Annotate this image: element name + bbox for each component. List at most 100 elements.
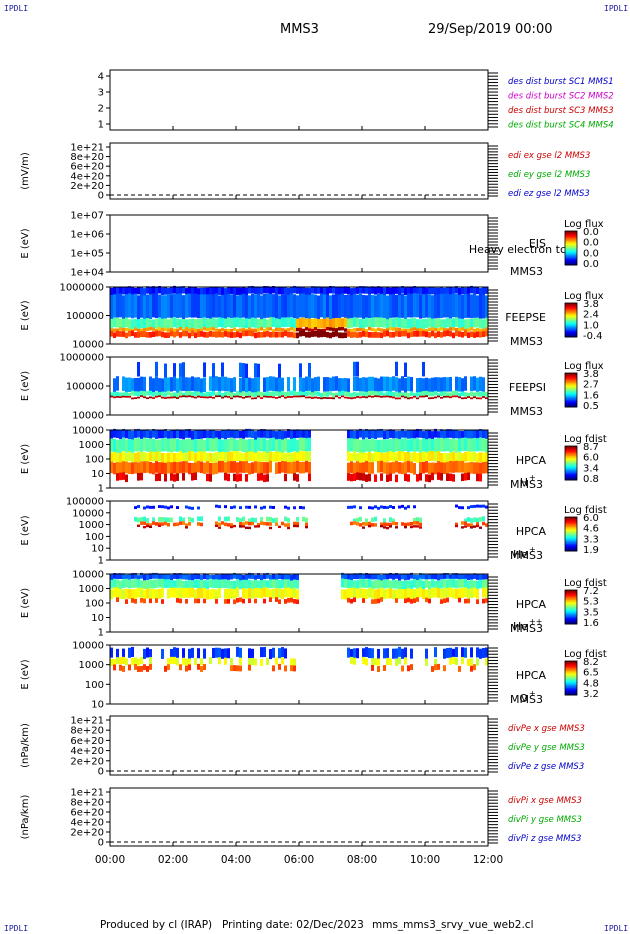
panel-11-ytick-label: 4e+20 bbox=[70, 818, 104, 829]
panel-7-right-ticks bbox=[488, 503, 498, 558]
panel-8-colorbar-value: 3.5 bbox=[583, 607, 599, 618]
panel-6-colorbar-value: 3.4 bbox=[583, 463, 599, 474]
panel-3-ytick-label: 1e+06 bbox=[70, 230, 104, 241]
panel-5-ytick-label: 1000000 bbox=[59, 353, 104, 364]
panel-9-frame bbox=[109, 644, 489, 705]
panel-11-ytick-label: 2e+20 bbox=[70, 828, 104, 839]
panel-8-colorbar bbox=[564, 589, 578, 625]
mission-title: MMS3 bbox=[280, 22, 319, 37]
panel-3-colorbar bbox=[564, 230, 578, 266]
panel-4-spacecraft: MMS3 bbox=[510, 335, 543, 348]
panel-5-spacecraft: MMS3 bbox=[510, 405, 543, 418]
panel-3-instrument: EIS bbox=[529, 237, 546, 250]
footer-printing-date: Printing date: 02/Dec/2023 bbox=[222, 919, 364, 931]
panel-10-legend-1: divPe x gse MMS3 bbox=[508, 724, 585, 734]
panel-2-ytick-label: 1e+21 bbox=[70, 143, 104, 154]
panel-4-colorbar-value: 3.8 bbox=[583, 299, 599, 310]
panel-2-right-ticks bbox=[488, 145, 498, 197]
panel-7-species: He bbox=[513, 548, 528, 561]
logo-bottom-right: IPDLI bbox=[604, 924, 629, 933]
panel-3-colorbar-value: 0.0 bbox=[583, 259, 599, 270]
panel-7-colorbar bbox=[564, 516, 578, 552]
panel-9-spacecraft: MMS3 bbox=[510, 693, 543, 706]
panel-5-ytick-label: 10000 bbox=[72, 411, 104, 422]
logo-top-left: IPDLI bbox=[4, 4, 29, 13]
x-tick-label: 02:00 bbox=[158, 854, 188, 866]
panel-7-spectrogram bbox=[134, 504, 488, 530]
panel-5-colorbar-value: 0.5 bbox=[583, 401, 599, 412]
panel-9-ytick-label: 1000 bbox=[79, 660, 104, 671]
panel-6-spectrogram bbox=[110, 428, 488, 483]
panel-5-colorbar-value: 2.7 bbox=[583, 380, 599, 391]
panel-9-spectrogram bbox=[110, 646, 488, 673]
panel-6-colorbar-title: Log fdist bbox=[564, 434, 607, 445]
panel-4-ylabel: E (eV) bbox=[20, 300, 31, 330]
panel-6-ylabel: E (eV) bbox=[20, 444, 31, 474]
panel-10-ytick-label: 6e+20 bbox=[70, 736, 104, 747]
panel-8-right-ticks bbox=[488, 576, 498, 630]
panel-7-ytick-label: 10000 bbox=[72, 508, 104, 519]
panel-8-species-charge: ++ bbox=[529, 617, 542, 626]
panel-9-species: O bbox=[519, 692, 528, 705]
panel-9-colorbar-value: 4.8 bbox=[583, 678, 599, 689]
panel-8-species: He bbox=[513, 620, 528, 633]
panel-8-colorbar-value: 7.2 bbox=[583, 586, 599, 597]
panel-5-colorbar-title: Log flux bbox=[564, 361, 604, 372]
panel-9-ytick-label: 10000 bbox=[72, 641, 104, 652]
panel-8-colorbar-value: 1.6 bbox=[583, 618, 599, 629]
panel-11-ytick-label: 6e+20 bbox=[70, 808, 104, 819]
x-tick-label: 04:00 bbox=[221, 854, 251, 866]
panel-2-ytick-label: 4e+20 bbox=[70, 171, 104, 182]
date-title: 29/Sep/2019 00:00 bbox=[428, 22, 553, 37]
panel-10-ytick-label: 2e+20 bbox=[70, 756, 104, 767]
panel-9-colorbar-title: Log fdist bbox=[564, 649, 607, 660]
x-tick-label: 00:00 bbox=[95, 854, 125, 866]
panel-10-legend-3: divPe z gse MMS3 bbox=[508, 762, 584, 772]
panel-4-ytick-label: 10000 bbox=[72, 340, 104, 351]
panel-3-ytick-label: 1e+07 bbox=[70, 211, 104, 222]
panel-5-colorbar-value: 3.8 bbox=[583, 369, 599, 380]
panel-5-instrument: FEEPSI bbox=[509, 381, 546, 394]
panel-10-right-ticks bbox=[488, 718, 498, 773]
panel-4-right-ticks bbox=[488, 289, 498, 342]
panel-11-ylabel: (nPa/km) bbox=[20, 795, 31, 840]
panel-7-ytick-label: 1000 bbox=[79, 520, 104, 531]
panel-7-spacecraft: MMS3 bbox=[510, 549, 543, 562]
panel-8-ytick-label: 1000 bbox=[79, 584, 104, 595]
panel-7-colorbar-value: 1.9 bbox=[583, 545, 599, 556]
panel-3-ylabel: E (eV) bbox=[20, 228, 31, 258]
panel-2-ytick-label: 2e+20 bbox=[70, 181, 104, 192]
panel-3-instrument-extra: Heavy electron tc bbox=[469, 243, 566, 256]
panel-9-right-ticks bbox=[488, 647, 498, 702]
panel-10-legend-2: divPe y gse MMS3 bbox=[508, 743, 585, 753]
panel-5-colorbar bbox=[564, 372, 578, 408]
panel-7-species-charge: + bbox=[529, 545, 536, 554]
panel-6-ytick-label: 10 bbox=[91, 469, 104, 480]
panel-1-ytick-label: 2 bbox=[98, 104, 104, 115]
panel-6-colorbar-value: 0.8 bbox=[583, 474, 599, 485]
panel-7-colorbar-title: Log fdist bbox=[564, 505, 607, 516]
panel-4-ytick-label: 1000000 bbox=[59, 283, 104, 294]
panel-4-colorbar-title: Log flux bbox=[564, 291, 604, 302]
panel-8-ytick-label: 100 bbox=[85, 599, 104, 610]
panel-11-legend-1: divPi x gse MMS3 bbox=[508, 796, 582, 806]
panel-3-colorbar-title: Log flux bbox=[564, 219, 604, 230]
panel-5-right-ticks bbox=[488, 359, 498, 413]
panel-10-ytick-label: 0 bbox=[98, 767, 104, 778]
panel-5-spectrogram bbox=[110, 361, 488, 400]
panel-7-ytick-label: 100 bbox=[85, 532, 104, 543]
panel-11-ytick-label: 0 bbox=[98, 838, 104, 849]
panel-3-colorbar-value: 0.0 bbox=[583, 238, 599, 249]
panel-1-ytick-label: 1 bbox=[98, 120, 104, 131]
panel-2-ytick-label: 6e+20 bbox=[70, 162, 104, 173]
panel-2-ytick-label: 8e+20 bbox=[70, 152, 104, 163]
panel-5-ylabel: E (eV) bbox=[20, 371, 31, 401]
panel-8-ylabel: E (eV) bbox=[20, 588, 31, 618]
panel-10-ytick-label: 1e+21 bbox=[70, 716, 104, 727]
panel-8-spectrogram bbox=[110, 572, 488, 605]
panel-6-spacecraft: MMS3 bbox=[510, 478, 543, 491]
panel-3-ytick-label: 1e+04 bbox=[70, 268, 104, 279]
panel-4-colorbar bbox=[564, 302, 578, 338]
panel-9-colorbar-value: 3.2 bbox=[583, 689, 599, 700]
